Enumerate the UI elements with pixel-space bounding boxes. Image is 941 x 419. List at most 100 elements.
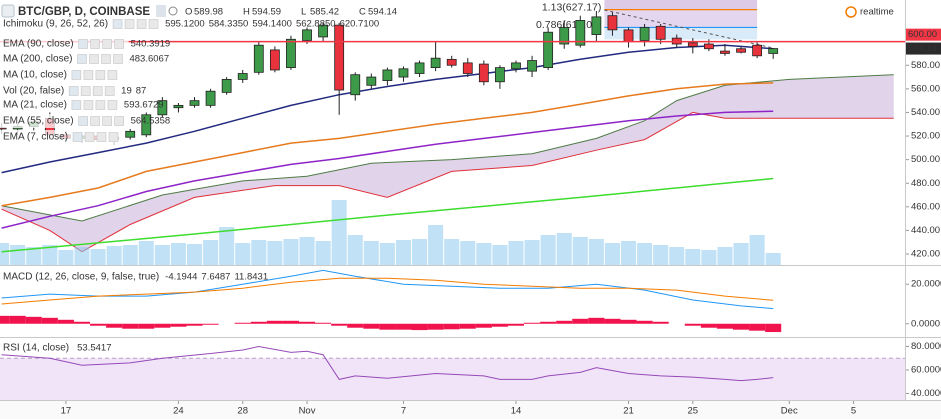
legend-icon[interactable] (83, 100, 94, 110)
last-price-box (905, 42, 941, 55)
macd-histogram-bar (733, 323, 750, 330)
legend-icon[interactable] (107, 100, 118, 110)
candle-body (173, 104, 184, 109)
legend-icon[interactable] (92, 86, 103, 96)
candle-body (350, 74, 361, 96)
macd-histogram-bar (652, 321, 669, 324)
macd-histogram-bar (298, 321, 316, 324)
legend-icon[interactable] (104, 86, 115, 96)
legend-icon[interactable] (72, 132, 83, 142)
indicator-line (1, 44, 774, 174)
candle-body (591, 16, 602, 35)
volume-bar (235, 243, 251, 265)
macd-histogram-bar (106, 323, 123, 328)
legend-icon[interactable] (84, 132, 95, 142)
volume-bar (765, 253, 781, 265)
legend-icon[interactable] (102, 116, 112, 126)
legend-icon[interactable] (113, 54, 123, 64)
volume-bar (701, 250, 717, 265)
legend-icon[interactable] (95, 100, 106, 110)
volume-bar (412, 239, 428, 265)
volume-bar (154, 245, 170, 265)
macd-histogram-bar (395, 323, 412, 330)
x-tick-label: 7 (401, 406, 406, 417)
rsi-title: RSI (14, close) (3, 343, 69, 354)
volume-bar (444, 239, 460, 265)
legend-icon[interactable] (112, 19, 123, 29)
volume-bar (524, 240, 540, 265)
hide-icon[interactable] (168, 6, 178, 16)
volume-bar (347, 235, 363, 265)
candle-body (253, 44, 264, 73)
legend-icon[interactable] (80, 86, 91, 96)
macd-histogram-bar (202, 323, 219, 325)
legend-icon[interactable] (107, 70, 118, 80)
macd-histogram-bar (331, 323, 348, 326)
ohlc-value: 589.98 (194, 7, 223, 18)
legend-icon[interactable] (68, 86, 79, 96)
macd-histogram-bar (427, 323, 444, 330)
volume-bar (717, 247, 733, 265)
volume-bar (733, 243, 749, 265)
macd-histogram-bar (363, 323, 380, 329)
candle-body (430, 57, 441, 69)
legend-icon[interactable] (95, 70, 106, 80)
candle-body (768, 48, 779, 54)
candle-body (446, 58, 457, 66)
candle-body (511, 62, 521, 70)
legend-icon[interactable] (78, 116, 88, 126)
indicator-line (1, 345, 774, 382)
volume-bar (331, 200, 347, 265)
macd-histogram-bar (57, 319, 74, 324)
candle-body (736, 48, 746, 53)
candle-body (607, 15, 618, 31)
legend-icon[interactable] (71, 70, 82, 80)
macd-histogram-bar (25, 316, 42, 324)
legend-icon[interactable] (114, 116, 124, 126)
x-tick-label: 14 (511, 406, 522, 417)
candle-body (366, 76, 377, 86)
legend-icon[interactable] (102, 39, 112, 49)
legend-icon[interactable] (101, 54, 111, 64)
legend-name: MA (10, close) (3, 70, 67, 81)
symbol-icon[interactable] (1, 4, 15, 18)
legend-icon[interactable] (89, 54, 99, 64)
chevron-icon[interactable] (156, 5, 166, 17)
volume-bar (219, 227, 235, 265)
legend-value: 564.5358 (131, 116, 171, 127)
volume-bar (749, 235, 765, 265)
legend-icon[interactable] (124, 19, 135, 29)
candle-body (575, 20, 586, 46)
x-tick-label: Nov (299, 406, 316, 417)
y-tick-label: 580.00 (911, 60, 940, 71)
candle-body (269, 49, 280, 71)
macd-histogram-bar (491, 323, 508, 327)
legend-icon[interactable] (148, 19, 159, 29)
legend-icon[interactable] (90, 116, 100, 126)
legend-icon[interactable] (77, 54, 87, 64)
legend-icon[interactable] (83, 70, 94, 80)
legend-icon[interactable] (71, 100, 82, 110)
legend-icon[interactable] (90, 39, 100, 49)
indicator-line (1, 277, 774, 305)
volume-bar (203, 240, 219, 265)
y-tick-label: 560.00 (911, 83, 940, 94)
ohlc-key: C (359, 7, 366, 18)
legend-name: MA (200, close) (3, 54, 72, 65)
x-tick-label: 17 (61, 406, 72, 417)
ohlc-key: H (243, 7, 250, 18)
indicator-line (1, 177, 774, 253)
legend-icon[interactable] (78, 39, 88, 49)
legend-icon[interactable] (136, 19, 147, 29)
fib-zone (604, 9, 758, 28)
volume-bar (10, 245, 26, 265)
legend-value: 540.3919 (131, 39, 171, 50)
macd-title: MACD (12, 26, close, 9, false, true) (3, 272, 159, 283)
volume-bar (138, 241, 154, 265)
legend-icon[interactable] (108, 132, 119, 142)
legend-icon[interactable] (114, 39, 124, 49)
volume-bar (122, 245, 138, 265)
candle-body (334, 24, 345, 91)
legend-icon[interactable] (96, 132, 107, 142)
